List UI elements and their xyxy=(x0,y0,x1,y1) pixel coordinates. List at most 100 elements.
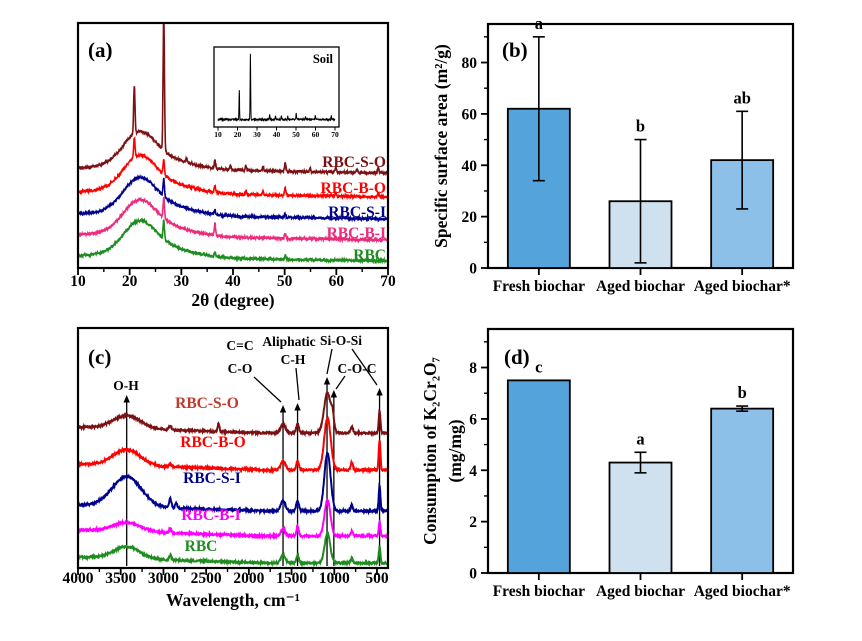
x-axis-label: 2θ (degree) xyxy=(191,290,274,310)
y-tick-label: 6 xyxy=(469,411,477,428)
x-tick-label: 60 xyxy=(329,273,345,290)
inset-soil-xrd: 10 20 30 40 50 60 70 Soil xyxy=(213,46,340,139)
annotation-text: C-O xyxy=(228,361,253,376)
y-axis-label: Consumption of K₂Cr₂O₇ xyxy=(420,357,440,545)
arrow-head xyxy=(323,377,331,385)
y-tick-label: 0 xyxy=(469,566,477,583)
panel-c-frame xyxy=(76,326,390,570)
x-tick-label: 20 xyxy=(122,273,138,290)
error-bar xyxy=(634,138,647,264)
annotation-pointer-line xyxy=(335,375,346,390)
annotation-text: Si-O-Si xyxy=(320,333,362,348)
xrd-curve-rbc-b-o xyxy=(79,135,387,201)
inset-x-tick-label: 50 xyxy=(292,130,300,139)
annotation-text: C-O-C xyxy=(338,361,377,376)
curve-label-rbc-b-o: RBC-B-O xyxy=(180,434,245,451)
x-tick-label: 3000 xyxy=(148,570,179,587)
x-tick-label: 500 xyxy=(365,570,389,587)
ftir-curve-rbc-s-o xyxy=(79,391,387,438)
curve-label-rbc-s-i: RBC-S-I xyxy=(183,470,241,487)
inset-frame xyxy=(213,46,340,128)
arrow-head xyxy=(376,388,383,396)
category-label: Fresh biochar xyxy=(493,583,585,600)
y-tick-label: 80 xyxy=(462,55,478,72)
x-tick-label: 10 xyxy=(70,273,86,290)
y-tick-label: 4 xyxy=(469,463,477,480)
x-tick-label: 30 xyxy=(174,273,190,290)
x-tick-label: 1500 xyxy=(276,570,307,587)
bar-aged-biochar- xyxy=(710,407,775,574)
panel-label-d: (d) xyxy=(504,345,530,369)
category-label: Aged biochar xyxy=(596,278,685,295)
annotation-pointer-line xyxy=(253,376,282,403)
category-label: Aged biochar* xyxy=(694,583,791,600)
x-tick-label: 2000 xyxy=(233,570,264,587)
curve-label-rbc-b-i: RBC-B-I xyxy=(327,225,386,242)
sig-letter: ab xyxy=(733,88,750,107)
curve-label-rbc-b-i: RBC-B-I xyxy=(181,507,240,524)
y-axis-label: (mg/mg) xyxy=(445,419,465,482)
curve-label-rbc: RBC xyxy=(185,538,218,555)
y-tick-label: 2 xyxy=(469,514,477,531)
y-tick-label: 60 xyxy=(462,106,478,123)
annotation-aliphatic-c-h: Aliphatic C-H xyxy=(262,334,316,566)
x-tick-label: 70 xyxy=(380,273,396,290)
x-tick-label: 4000 xyxy=(63,570,94,587)
inset-x-tick-label: 70 xyxy=(331,130,339,139)
panel-label-b: (b) xyxy=(502,38,528,62)
annotation-text: C-H xyxy=(281,352,306,367)
error-bar xyxy=(634,451,647,474)
curve-label-rbc: RBC xyxy=(353,247,386,264)
panel-label-c: (c) xyxy=(88,345,111,369)
xrd-curve-rbc-s-o xyxy=(79,24,387,177)
inset-x-tick-label: 20 xyxy=(234,130,242,139)
y-tick-label: 8 xyxy=(469,360,477,377)
sig-letter: c xyxy=(535,357,542,376)
arrow-head xyxy=(279,405,287,413)
x-tick-label: 2500 xyxy=(191,570,222,587)
curve-label-rbc-b-o: RBC-B-O xyxy=(321,180,386,197)
annotation-o-h: O-H xyxy=(113,378,139,566)
ftir-curve-rbc-b-o xyxy=(79,415,387,475)
x-tick-label: 50 xyxy=(277,273,293,290)
inset-x-tick-label: 30 xyxy=(253,130,261,139)
panel-a-xrd-plot: 10 20 30 40 50 60 70 2θ (degree) (a) RBC-S-O RBC-B… xyxy=(70,21,396,310)
x-tick-label: 1000 xyxy=(319,570,350,587)
annotation-text: Aliphatic xyxy=(262,334,315,349)
panel-c-ftir-plot: 4000 3500 3000 2500 2000 1500 1000 500 Wavelengt… xyxy=(63,326,390,610)
inset-x-tick-label: 60 xyxy=(312,130,320,139)
annotation-pointer-line xyxy=(326,348,333,375)
ftir-curve-rbc-s-i xyxy=(79,450,387,516)
curve-label-rbc-s-o: RBC-S-O xyxy=(322,154,386,171)
arrow-head xyxy=(330,390,338,398)
sig-letter: a xyxy=(535,14,543,33)
curve-label-rbc-s-o: RBC-S-O xyxy=(175,395,239,412)
arrow-head xyxy=(294,403,301,411)
y-axis-label: Specific surface area (m²/g) xyxy=(431,44,451,248)
xrd-curve-rbc xyxy=(79,217,387,265)
annotation-text: C=C xyxy=(226,338,253,353)
panel-label-a: (a) xyxy=(88,38,113,62)
curve-label-rbc-s-i: RBC-S-I xyxy=(328,204,386,221)
inset-x-tick-label: 10 xyxy=(214,130,222,139)
inset-soil-curve xyxy=(217,53,336,123)
xrd-curve-rbc-s-i xyxy=(79,174,387,223)
sig-letter: b xyxy=(738,383,747,402)
x-axis-label: Wavelength, cm⁻¹ xyxy=(166,590,300,610)
inset-x-tick-label: 40 xyxy=(273,130,281,139)
y-tick-label: 20 xyxy=(462,209,478,226)
bar-aged-biochar xyxy=(608,461,673,574)
panel-b-surface-area-bar-chart: 0 20 40 60 80 a Fresh biochar b Aged biochar ab Ag… xyxy=(431,14,795,295)
category-label: Aged biochar* xyxy=(694,278,791,295)
bar-fresh-biochar xyxy=(506,379,571,574)
arrow-head xyxy=(123,395,130,403)
x-tick-label: 3500 xyxy=(105,570,136,587)
sig-letter: a xyxy=(636,429,644,448)
category-label: Fresh biochar xyxy=(493,278,585,295)
annotation-pointer-line xyxy=(295,367,300,401)
y-tick-label: 0 xyxy=(469,261,477,278)
ftir-curve-rbc-b-i xyxy=(79,498,387,541)
error-bar xyxy=(736,110,749,210)
